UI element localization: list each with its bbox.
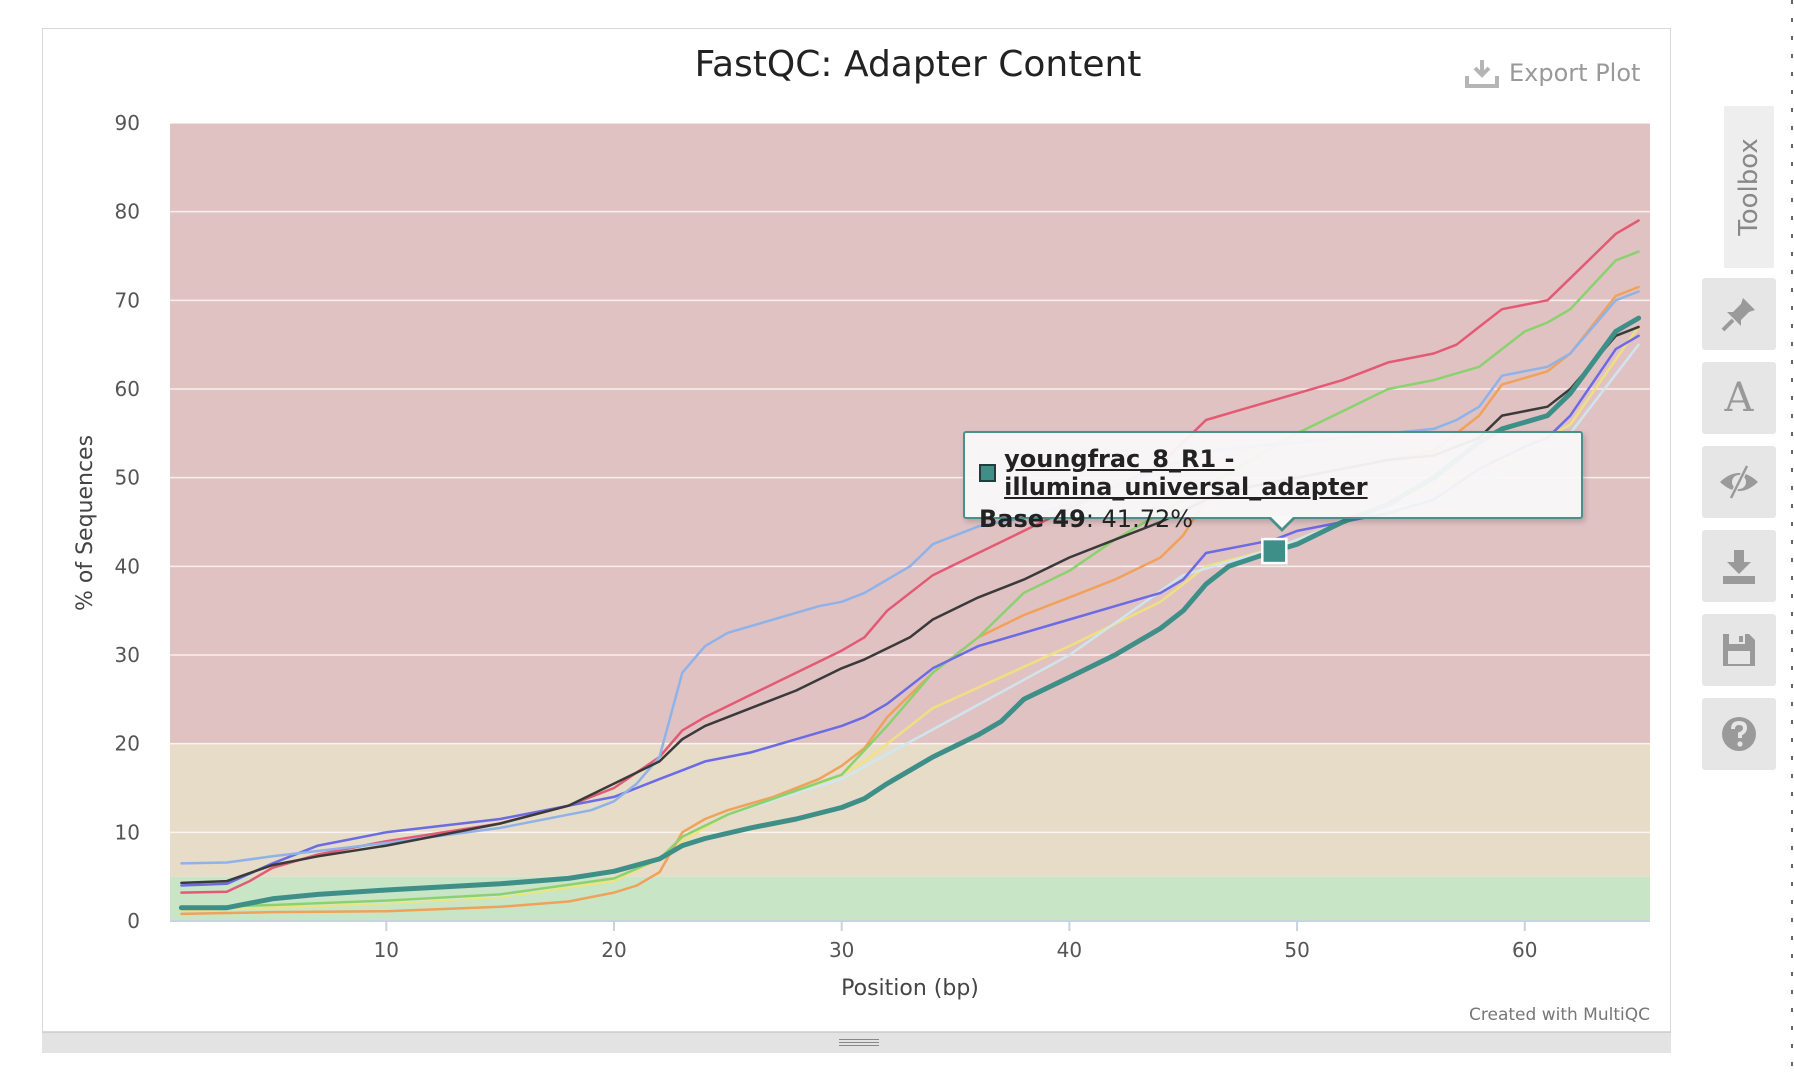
x-tick-50: 50 bbox=[1284, 938, 1309, 962]
export-plot-label: Export Plot bbox=[1509, 59, 1641, 87]
x-tick-labels: 10 20 30 40 50 60 bbox=[374, 921, 1537, 962]
series-color-swatch bbox=[979, 464, 997, 482]
x-tick-30: 30 bbox=[829, 938, 854, 962]
band-1 bbox=[170, 743, 1650, 877]
help-button[interactable] bbox=[1702, 698, 1776, 770]
tooltip-arrow-inner bbox=[1270, 516, 1294, 528]
series-line-6[interactable] bbox=[180, 290, 1640, 865]
credit-text: Created with MultiQC bbox=[1469, 1005, 1650, 1025]
hover-marker[interactable] bbox=[1261, 537, 1288, 565]
y-tick-70: 70 bbox=[115, 288, 140, 312]
tooltip-label: Base 49 bbox=[979, 505, 1086, 533]
hide-samples-button[interactable] bbox=[1702, 446, 1776, 518]
download-icon bbox=[1723, 550, 1755, 584]
help-icon bbox=[1722, 717, 1756, 751]
toolbox-tab[interactable]: Toolbox bbox=[1724, 106, 1774, 268]
plot-resize-handle[interactable] bbox=[42, 1032, 1671, 1053]
band-0 bbox=[170, 876, 1650, 921]
x-tick-60: 60 bbox=[1512, 938, 1537, 962]
y-tick-0: 0 bbox=[127, 909, 140, 933]
font-icon: A bbox=[1724, 375, 1754, 421]
save-button[interactable] bbox=[1702, 614, 1776, 686]
hover-tooltip: youngfrac_8_R1 - illumina_universal_adap… bbox=[963, 431, 1583, 533]
pin-button[interactable] bbox=[1702, 278, 1776, 350]
download-button[interactable] bbox=[1702, 530, 1776, 602]
y-tick-20: 20 bbox=[115, 732, 140, 756]
y-tick-60: 60 bbox=[115, 377, 140, 401]
toolbox-panel: Toolbox A bbox=[1700, 28, 1794, 1038]
y-tick-10: 10 bbox=[115, 820, 140, 844]
x-tick-10: 10 bbox=[374, 938, 399, 962]
x-tick-20: 20 bbox=[601, 938, 626, 962]
resize-grip-icon bbox=[839, 1039, 879, 1047]
y-tick-50: 50 bbox=[115, 466, 140, 490]
chart-title: FastQC: Adapter Content bbox=[695, 44, 1142, 85]
y-tick-80: 80 bbox=[115, 200, 140, 224]
font-button[interactable]: A bbox=[1702, 362, 1776, 434]
y-tick-40: 40 bbox=[115, 554, 140, 578]
pin-icon bbox=[1721, 298, 1755, 332]
y-axis-label: % of Sequences bbox=[73, 435, 98, 611]
edge-border bbox=[1791, 0, 1793, 1080]
x-tick-40: 40 bbox=[1057, 938, 1082, 962]
x-axis-label: Position (bp) bbox=[841, 976, 979, 1001]
y-tick-labels: 0 10 20 30 40 50 60 70 80 90 bbox=[115, 111, 140, 933]
toolbox-tab-label: Toolbox bbox=[1734, 138, 1764, 236]
highlight-point[interactable] bbox=[1261, 537, 1288, 565]
export-plot-button[interactable]: Export Plot bbox=[1465, 58, 1640, 88]
y-tick-30: 30 bbox=[115, 643, 140, 667]
hide-samples-icon bbox=[1720, 464, 1758, 500]
tooltip-series-name: youngfrac_8_R1 - illumina_universal_adap… bbox=[1004, 445, 1368, 501]
tooltip-value: : 41.72% bbox=[1085, 505, 1194, 533]
series-line-3[interactable] bbox=[180, 250, 1640, 909]
save-icon bbox=[1723, 634, 1755, 666]
download-icon bbox=[1465, 60, 1499, 88]
y-tick-90: 90 bbox=[115, 111, 140, 135]
